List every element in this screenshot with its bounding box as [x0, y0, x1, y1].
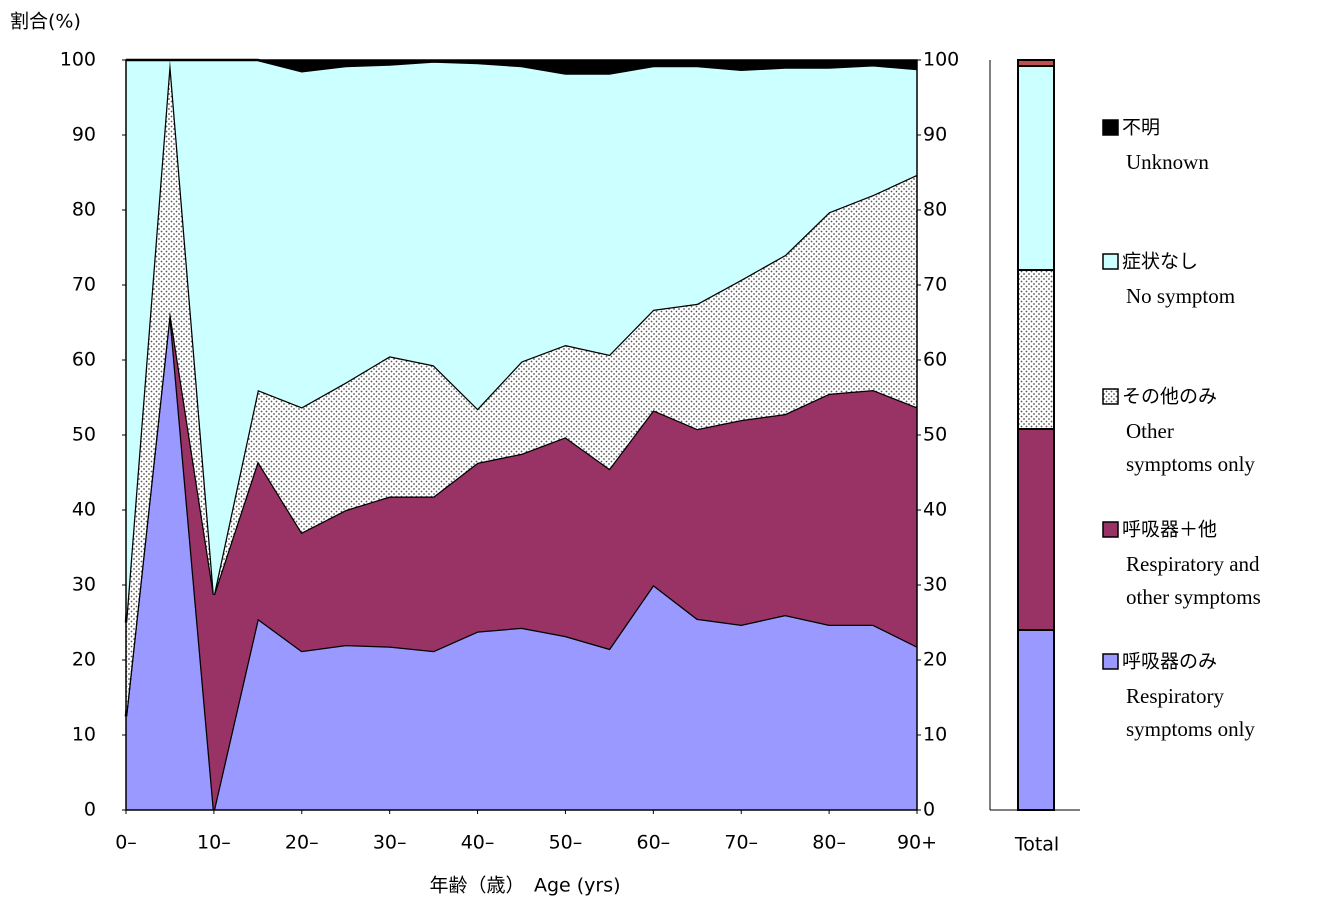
y2-tick-label: 80: [923, 199, 947, 221]
area: [126, 60, 917, 623]
y2-tick-label: 20: [923, 649, 947, 671]
y-tick-label: 0: [84, 799, 96, 821]
legend-swatch: [1102, 653, 1119, 670]
y2-tick-label: 90: [923, 124, 947, 146]
area: [126, 311, 917, 810]
total-segment: [1017, 629, 1055, 811]
area: [126, 60, 917, 717]
x-tick-label: 80–: [812, 832, 846, 854]
y2-tick-label: 100: [923, 49, 959, 71]
x-tick-label: 50–: [549, 832, 583, 854]
x-tick-label: 10–: [197, 832, 231, 854]
y-axis-label: 割合(%): [10, 11, 81, 33]
y-tick-label: 10: [72, 724, 96, 746]
legend-swatch: [1102, 388, 1119, 405]
total-label: Total: [1014, 834, 1059, 856]
legend-label: 呼吸器のみ: [1122, 651, 1217, 673]
x-axis-label: 年齢（歳） Age (yrs): [429, 875, 620, 897]
legend-swatch: [1102, 521, 1119, 538]
x-tick-label: 30–: [373, 832, 407, 854]
legend-label-en: Unknown: [1126, 150, 1209, 174]
total-segment: [1017, 59, 1055, 67]
legend-label-en: Other: [1126, 419, 1174, 443]
y-tick-label: 90: [72, 124, 96, 146]
x-tick-label: 0–: [115, 832, 137, 854]
total-segment: [1017, 65, 1055, 271]
y-tick-label: 60: [72, 349, 96, 371]
legend-label-en: symptoms only: [1126, 717, 1255, 741]
legend-label: 症状なし: [1122, 251, 1198, 273]
total-segment: [1017, 428, 1055, 631]
y2-tick-label: 10: [923, 724, 947, 746]
legend-label-en: Respiratory and: [1126, 552, 1260, 576]
y2-tick-label: 50: [923, 424, 947, 446]
total-segment: [1017, 269, 1055, 430]
y2-tick-label: 70: [923, 274, 947, 296]
legend-label: 呼吸器＋他: [1122, 519, 1217, 541]
legend-label: 不明: [1122, 117, 1160, 139]
y-tick-label: 100: [60, 49, 96, 71]
x-tick-label: 60–: [636, 832, 670, 854]
y-tick-label: 30: [72, 574, 96, 596]
legend-label-en: symptoms only: [1126, 452, 1255, 476]
legend-swatch: [1102, 119, 1119, 136]
legend-label-en: No symptom: [1126, 284, 1235, 308]
y-tick-label: 70: [72, 274, 96, 296]
area: [126, 311, 917, 810]
y-tick-label: 80: [72, 199, 96, 221]
y-tick-label: 40: [72, 499, 96, 521]
x-tick-label: 70–: [724, 832, 758, 854]
x-tick-label: 40–: [461, 832, 495, 854]
legend-label-en: other symptoms: [1126, 585, 1261, 609]
x-tick-label: 20–: [285, 832, 319, 854]
legend-label: その他のみ: [1122, 386, 1217, 408]
y2-tick-label: 0: [923, 799, 935, 821]
y-tick-label: 20: [72, 649, 96, 671]
y2-tick-label: 40: [923, 499, 947, 521]
legend-swatch: [1102, 253, 1119, 270]
y2-tick-label: 60: [923, 349, 947, 371]
y-tick-label: 50: [72, 424, 96, 446]
y2-tick-label: 30: [923, 574, 947, 596]
x-tick-label: 90+: [897, 832, 937, 854]
legend-label-en: Respiratory: [1126, 684, 1224, 708]
area: [126, 60, 917, 74]
